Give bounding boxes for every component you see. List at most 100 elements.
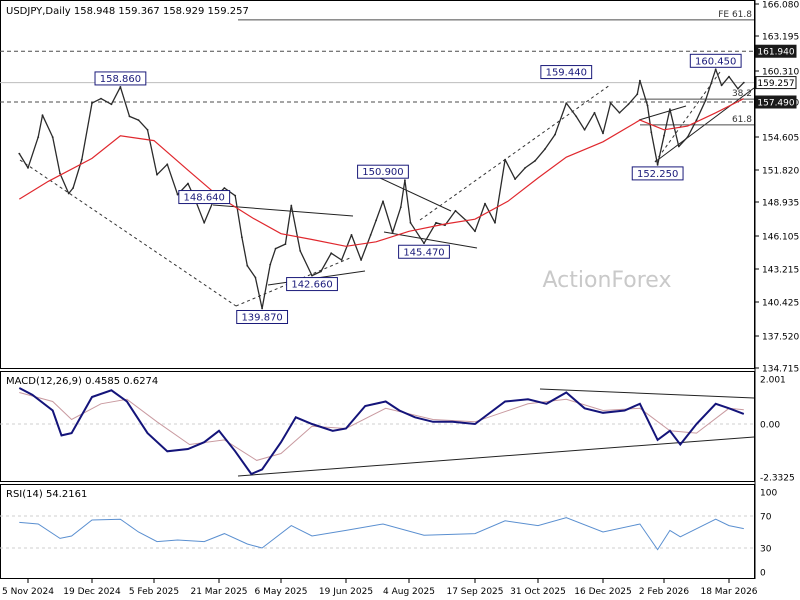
price-point xyxy=(360,259,362,261)
annotation-152-250: 152.250 xyxy=(631,166,684,181)
price-tag-161-940 xyxy=(755,44,797,58)
price-point xyxy=(423,242,425,245)
price-point xyxy=(340,259,343,261)
price-point xyxy=(524,167,526,169)
price-point xyxy=(686,136,689,139)
moving-average-line xyxy=(18,98,745,247)
date-tick-label: 5 Feb 2025 xyxy=(129,587,179,597)
price-series-layer xyxy=(18,68,745,310)
price-point xyxy=(742,81,745,84)
price-tick-label: 163.195 xyxy=(762,33,799,43)
price-point xyxy=(669,108,671,111)
price-tag-label: 161.940 xyxy=(757,48,794,58)
svg-text:142.660: 142.660 xyxy=(291,280,332,291)
rsi-label: RSI(14) 54.2161 xyxy=(6,489,87,500)
svg-text:139.870: 139.870 xyxy=(241,312,282,323)
price-point xyxy=(91,102,93,104)
date-tick-label: 2 Feb 2026 xyxy=(639,587,690,597)
macd-tick-label: 2.001 xyxy=(760,376,786,386)
trendline-channel-top xyxy=(379,177,452,212)
price-point xyxy=(156,173,158,176)
annotation-142-660: 142.660 xyxy=(286,277,338,292)
symbol-ohlc-label: USDJPY,Daily 158.948 159.367 158.929 159… xyxy=(6,6,249,17)
trendlines xyxy=(212,87,755,477)
price-point xyxy=(299,250,302,252)
annotation-139-870: 139.870 xyxy=(236,309,289,324)
price-point xyxy=(639,79,641,82)
price-point xyxy=(565,102,568,104)
price-point xyxy=(330,252,333,255)
price-point xyxy=(110,103,113,106)
price-point xyxy=(494,221,496,224)
trendline-macd-lower xyxy=(237,436,755,477)
fe-61-8-line-label: FE 61.8 xyxy=(718,10,752,20)
rsi-tick-label: 70 xyxy=(760,513,772,523)
rsi-pane xyxy=(0,484,755,579)
price-point xyxy=(67,192,70,195)
rsi-line xyxy=(19,517,744,551)
date-tick-label: 5 Nov 2024 xyxy=(2,587,54,597)
price-point xyxy=(234,194,237,197)
annotation-159-440: 159.440 xyxy=(540,65,593,80)
retrace-61-8-line-label: 61.8 xyxy=(732,115,752,125)
price-tag-label: 157.490 xyxy=(757,99,794,109)
watermark: ActionForex xyxy=(543,268,672,293)
svg-text:145.470: 145.470 xyxy=(403,247,444,258)
rsi-series-layer xyxy=(0,515,754,551)
price-point xyxy=(602,132,604,135)
price-point xyxy=(311,274,313,277)
swing-line-145-to-159 xyxy=(419,84,611,221)
price-point xyxy=(704,99,707,102)
price-point xyxy=(454,209,457,212)
price-point xyxy=(284,243,287,246)
price-point xyxy=(695,119,698,121)
price-tag-159-257 xyxy=(755,76,797,90)
annotation-158-860: 158.860 xyxy=(94,71,147,86)
price-point xyxy=(636,93,639,96)
date-tick-label: 17 Sep 2025 xyxy=(446,587,503,597)
price-point xyxy=(714,68,717,71)
price-tick-label: 146.105 xyxy=(762,233,799,243)
price-annotations: 158.860 148.640 139.870 142.660 150.900 145.4… xyxy=(94,53,742,324)
trendline-upper-triangle xyxy=(212,204,354,217)
date-tick-label: 31 Oct 2025 xyxy=(510,587,566,597)
macd-line xyxy=(18,387,745,476)
price-point xyxy=(274,247,277,250)
price-point xyxy=(435,221,437,224)
price-point xyxy=(119,86,122,88)
date-tick-label: 16 Dec 2025 xyxy=(574,587,632,597)
price-point xyxy=(59,172,61,175)
price-point xyxy=(618,111,621,114)
price-point xyxy=(627,103,630,106)
price-point xyxy=(474,230,476,233)
annotation-160-450: 160.450 xyxy=(689,53,742,68)
retrace-38-2-line-label: 38.2 xyxy=(732,89,752,99)
price-point xyxy=(593,111,596,114)
price-point xyxy=(399,206,402,209)
price-point xyxy=(269,263,272,266)
svg-text:150.900: 150.900 xyxy=(362,167,403,178)
price-tick-label: 143.215 xyxy=(762,266,799,276)
price-point xyxy=(391,231,394,234)
price-point xyxy=(677,145,680,148)
price-point xyxy=(137,119,140,121)
price-point xyxy=(254,276,257,279)
price-point xyxy=(350,234,353,236)
date-tick-label: 19 Dec 2024 xyxy=(63,587,121,597)
swing-line-158-to-139 xyxy=(19,159,237,307)
price-point xyxy=(484,202,486,205)
price-point xyxy=(583,128,586,131)
price-point xyxy=(382,200,384,203)
price-tick-label: 160.310 xyxy=(762,68,799,78)
rsi-tick-label: 0 xyxy=(760,569,766,579)
price-point xyxy=(203,221,206,224)
trendline-rising-support-2 xyxy=(638,105,687,121)
price-point xyxy=(534,159,536,162)
price-point xyxy=(404,179,406,182)
svg-text:159.440: 159.440 xyxy=(546,68,587,79)
price-point xyxy=(72,187,74,189)
price-point xyxy=(241,236,243,239)
price-point xyxy=(444,224,446,227)
